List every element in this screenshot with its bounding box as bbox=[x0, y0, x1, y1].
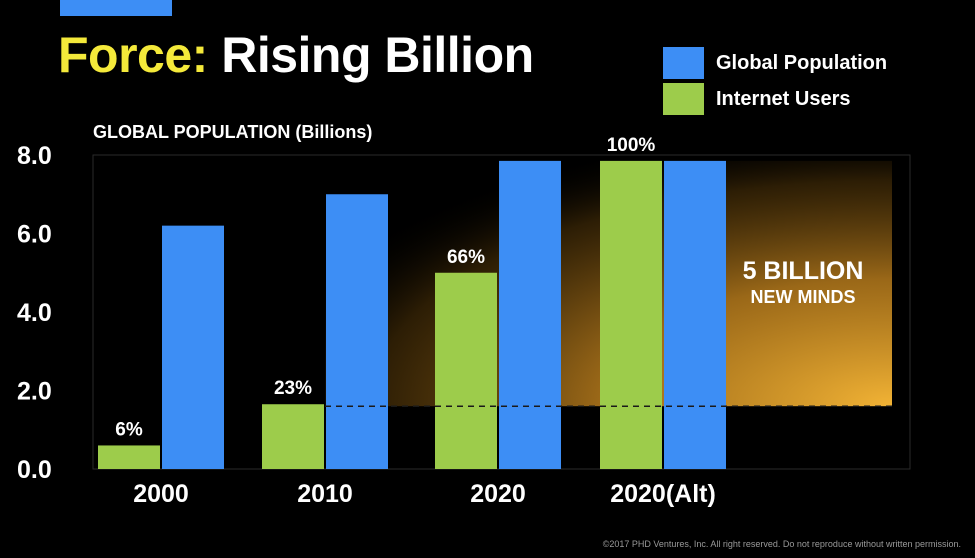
bar-internet-users bbox=[600, 160, 662, 469]
legend-label: Internet Users bbox=[716, 87, 851, 110]
legend-swatch-green bbox=[663, 83, 704, 115]
data-label: 6% bbox=[115, 419, 143, 440]
legend-label: Global Population bbox=[716, 51, 888, 74]
title-accent: Force: bbox=[58, 27, 208, 83]
data-label: 23% bbox=[274, 378, 312, 399]
annotation-line1: 5 BILLION bbox=[743, 257, 864, 285]
bar-global-population bbox=[326, 194, 388, 469]
page-title: Force: Rising Billion bbox=[58, 26, 534, 84]
bar-internet-users bbox=[435, 272, 497, 469]
y-tick-label: 2.0 bbox=[17, 378, 52, 406]
legend-item-global-population: Global Population bbox=[663, 46, 887, 80]
bar-global-population bbox=[162, 225, 224, 469]
y-tick-label: 8.0 bbox=[17, 142, 52, 170]
data-label: 100% bbox=[607, 135, 656, 156]
x-tick-label: 2020(Alt) bbox=[610, 480, 716, 508]
chart-title: GLOBAL POPULATION (Billions) bbox=[93, 122, 372, 142]
copyright-notice: ©2017 PHD Ventures, Inc. All right reser… bbox=[602, 539, 961, 549]
x-tick-label: 2020 bbox=[470, 480, 526, 508]
y-tick-label: 0.0 bbox=[17, 456, 52, 484]
annotation-line2: NEW MINDS bbox=[751, 287, 856, 307]
x-tick-label: 2010 bbox=[297, 480, 353, 508]
y-tick-label: 6.0 bbox=[17, 221, 52, 249]
legend-item-internet-users: Internet Users bbox=[663, 82, 887, 116]
top-accent-bar bbox=[60, 0, 172, 16]
bar-global-population bbox=[499, 160, 561, 469]
bar-internet-users bbox=[98, 445, 160, 469]
bar-internet-users bbox=[262, 404, 324, 469]
y-tick-label: 4.0 bbox=[17, 299, 52, 327]
legend-swatch-blue bbox=[663, 47, 704, 79]
title-rest: Rising Billion bbox=[221, 27, 534, 83]
bar-global-population bbox=[664, 160, 726, 469]
data-label: 66% bbox=[447, 247, 485, 268]
x-tick-label: 2000 bbox=[133, 480, 189, 508]
chart-legend: Global Population Internet Users bbox=[663, 46, 887, 118]
